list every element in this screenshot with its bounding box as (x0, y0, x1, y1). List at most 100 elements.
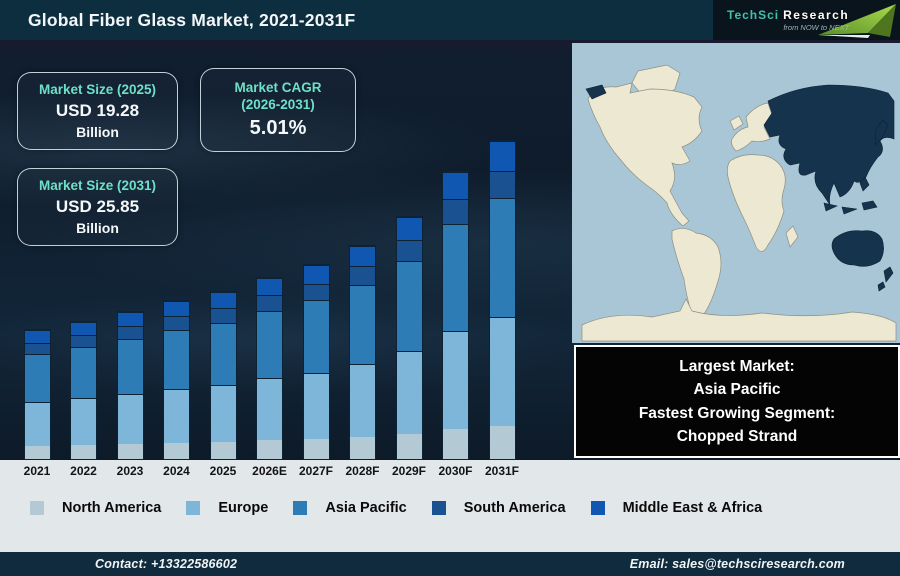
legend-swatch (186, 501, 201, 515)
legend-item-south-america: South America (431, 500, 566, 516)
legend-swatch (293, 501, 308, 515)
map-philippines-highlight (859, 176, 870, 192)
legend-item-north-america: North America (30, 500, 161, 516)
legend-swatch (590, 501, 605, 515)
map-south-america (671, 228, 722, 322)
bar-segment-north-america (257, 440, 282, 459)
bar-segment-south-america (443, 199, 468, 224)
bar-segment-middle-east-africa (350, 246, 375, 267)
bar-2021 (23, 329, 51, 460)
legend-label: Europe (218, 500, 269, 516)
bar-segment-south-america (396, 240, 422, 261)
bar-segment-north-america (164, 442, 189, 459)
map-madagascar (785, 225, 799, 248)
x-axis-label-2031F: 2031F (484, 464, 520, 478)
market-size-2031-unit: Billion (76, 220, 119, 237)
market-size-2025-label: Market Size (2025) (38, 81, 157, 97)
footer-contact: Contact: +13322586602 (95, 557, 238, 571)
map-chukotka-highlight (585, 84, 607, 100)
bar-segment-south-america (71, 335, 96, 348)
bar-2030F (442, 171, 469, 460)
map-north-america (587, 82, 703, 227)
market-size-2031-value: USD 25.85 (55, 197, 140, 217)
footer-bar: Contact: +13322586602 Email: sales@techs… (0, 552, 900, 576)
bar-segment-europe (443, 330, 468, 430)
x-axis-label-2027F: 2027F (298, 464, 334, 478)
bar-segment-north-america (350, 437, 375, 459)
market-size-2031-label: Market Size (2031) (38, 177, 157, 193)
market-cagr-value: 5.01% (249, 116, 307, 139)
callout-line-4: Chopped Strand (676, 427, 798, 445)
bar-segment-north-america (71, 445, 96, 459)
bar-segment-middle-east-africa (489, 141, 515, 172)
bar-segment-north-america (303, 439, 329, 459)
market-size-2025-box: Market Size (2025) USD 19.28 Billion (17, 72, 178, 150)
bar-segment-middle-east-africa (24, 330, 50, 343)
map-asia-highlight (763, 84, 895, 206)
callout-line-3: Fastest Growing Segment: (638, 404, 836, 422)
legend-label: Middle East & Africa (622, 500, 763, 516)
logo-brand-primary: TechSci (727, 7, 780, 22)
bar-segment-south-america (303, 283, 329, 301)
bar-segment-middle-east-africa (210, 292, 236, 309)
bar-segment-north-america (396, 434, 422, 459)
x-axis-label-2021: 2021 (23, 464, 51, 478)
map-indonesia-highlight (823, 200, 878, 215)
x-axis-label-2025: 2025 (209, 464, 237, 478)
techsci-logo: TechSci Research from NOW to NEXT (713, 0, 900, 40)
map-japan-highlight (874, 119, 889, 146)
x-axis-label-2024: 2024 (163, 464, 190, 478)
bar-segment-middle-east-africa (303, 265, 329, 284)
bar-segment-europe (257, 378, 282, 441)
bar-segment-south-america (489, 171, 515, 198)
market-cagr-period: (2026-2031) (241, 97, 315, 112)
bar-segment-europe (210, 384, 236, 442)
x-axis-label-2023: 2023 (116, 464, 144, 478)
legend-swatch (30, 501, 44, 515)
x-axis-label-2022: 2022 (70, 464, 97, 478)
bar-segment-north-america (24, 445, 50, 459)
bar-segment-asia-pacific (443, 223, 468, 331)
legend-item-europe: Europe (186, 500, 268, 516)
bar-2031F (488, 140, 516, 460)
legend-label: Asia Pacific (325, 500, 407, 516)
bar-segment-middle-east-africa (164, 301, 189, 317)
legend-item-asia-pacific: Asia Pacific (293, 500, 407, 516)
bar-2024 (163, 300, 190, 460)
bar-segment-middle-east-africa (117, 312, 143, 327)
legend-swatch (431, 501, 446, 515)
map-australia-highlight (831, 230, 884, 267)
bar-segment-asia-pacific (489, 197, 515, 317)
bottom-band: 2021 2022 2023 2024 2025 2026E 2027F 2028F 2029F… (0, 460, 900, 552)
bar-segment-europe (117, 393, 143, 444)
bar-segment-asia-pacific (117, 339, 143, 394)
footer-email: Email: sales@techsciresearch.com (629, 557, 845, 571)
bar-segment-europe (489, 316, 515, 427)
bar-segment-asia-pacific (257, 310, 282, 379)
bar-segment-middle-east-africa (71, 321, 96, 336)
market-cagr-box: Market CAGR (2026-2031) 5.01% (200, 68, 356, 152)
x-axis-label-2029F: 2029F (391, 464, 427, 478)
bar-segment-europe (396, 350, 422, 435)
bar-2026E (256, 277, 283, 460)
bar-2027F (302, 264, 330, 460)
bar-segment-europe (303, 372, 329, 440)
bar-segment-asia-pacific (303, 300, 329, 373)
bar-segment-asia-pacific (350, 284, 375, 364)
largest-market-callout: Largest Market: Asia Pacific Fastest Gro… (574, 345, 900, 458)
logo-tagline: from NOW to NEXT (783, 22, 850, 32)
bar-segment-europe (164, 388, 189, 443)
bar-segment-south-america (257, 295, 282, 311)
x-axis-labels: 2021 2022 2023 2024 2025 2026E 2027F 2028F 2029F… (0, 464, 572, 482)
main-area: Market Size (2025) USD 19.28 Billion Mar… (0, 40, 900, 460)
x-axis-label-2026E: 2026E (252, 464, 287, 478)
bar-segment-europe (24, 401, 50, 446)
bar-segment-north-america (117, 443, 143, 459)
bar-segment-north-america (489, 426, 515, 459)
world-map (572, 43, 900, 343)
logo-brand-secondary: Research (783, 7, 850, 22)
bar-segment-south-america (164, 316, 189, 330)
map-new-zealand-highlight (877, 266, 894, 292)
map-united-kingdom (729, 115, 744, 131)
